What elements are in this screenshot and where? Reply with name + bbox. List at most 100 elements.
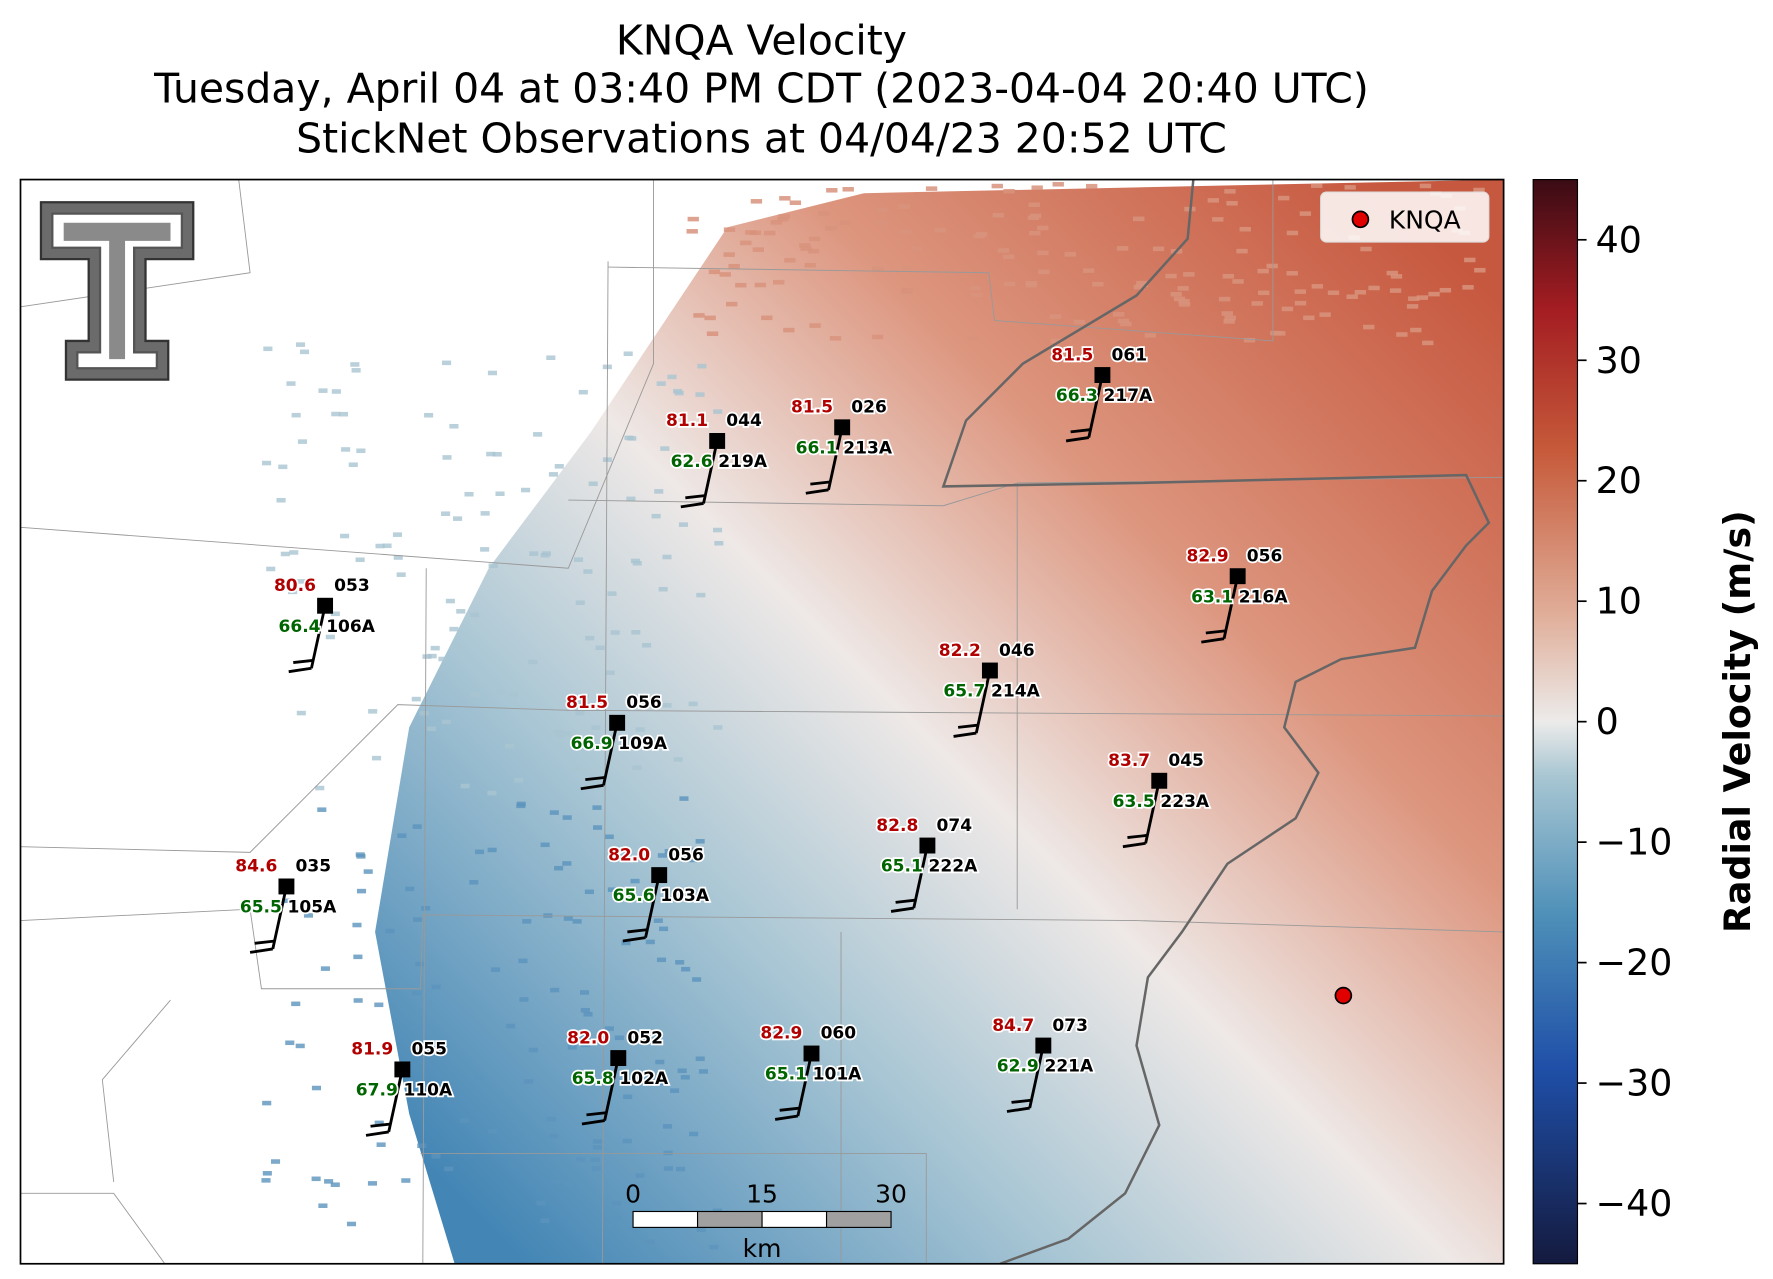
radar-gate bbox=[514, 777, 524, 783]
radar-gate bbox=[412, 990, 422, 996]
radar-gate bbox=[584, 889, 594, 895]
station-wind: 035 bbox=[296, 857, 332, 877]
radar-gate bbox=[804, 262, 816, 268]
radar-gate bbox=[777, 217, 789, 222]
radar-gate bbox=[393, 555, 403, 560]
radar-gate bbox=[351, 368, 361, 373]
radar-gate bbox=[925, 186, 938, 191]
radar-gate bbox=[698, 1069, 709, 1074]
radar-gate bbox=[1173, 296, 1186, 302]
station-temperature: 81.9 bbox=[351, 1040, 393, 1060]
radar-gate bbox=[719, 272, 731, 277]
colorbar-tick-label: −20 bbox=[1596, 941, 1673, 984]
radar-gate bbox=[592, 805, 602, 810]
wind-barb bbox=[585, 775, 606, 782]
radar-gate bbox=[470, 612, 480, 618]
scale-segment bbox=[825, 1210, 892, 1228]
radar-gate bbox=[1165, 273, 1177, 279]
station-id: 105A bbox=[288, 898, 338, 918]
wind-barb-staff bbox=[644, 874, 661, 938]
radar-gate bbox=[1462, 285, 1474, 290]
radar-gate bbox=[1354, 289, 1367, 295]
radar-gate bbox=[340, 533, 350, 539]
radar-gate bbox=[442, 360, 452, 366]
radar-gate bbox=[262, 1171, 272, 1176]
radar-gate bbox=[303, 913, 314, 918]
radar-gate bbox=[385, 928, 395, 934]
radar-gate bbox=[318, 388, 328, 393]
radar-gate bbox=[607, 887, 617, 892]
radar-gate bbox=[675, 960, 685, 965]
radar-gate bbox=[1178, 298, 1190, 304]
station-temperature: 82.9 bbox=[1187, 546, 1229, 566]
radar-gate bbox=[1144, 333, 1156, 338]
wind-barb bbox=[810, 480, 831, 486]
radar-gate bbox=[441, 511, 451, 516]
radar-gate bbox=[1294, 289, 1306, 294]
radar-speckle bbox=[261, 182, 1486, 1250]
station-id: 217A bbox=[1104, 386, 1154, 406]
radar-gate bbox=[266, 566, 276, 572]
radar-gate bbox=[573, 557, 584, 562]
radar-gate bbox=[681, 966, 691, 972]
radar-gate bbox=[546, 355, 556, 360]
radar-gate bbox=[413, 917, 423, 922]
radar-gate bbox=[346, 1221, 357, 1227]
station-temperature: 82.9 bbox=[760, 1024, 802, 1044]
station-marker bbox=[709, 433, 726, 449]
radar-gate bbox=[667, 374, 677, 380]
wind-barb bbox=[890, 906, 914, 913]
radar-gate bbox=[692, 977, 702, 982]
radar-gate bbox=[427, 726, 437, 731]
radar-gate bbox=[631, 630, 641, 635]
station-marker bbox=[981, 662, 998, 679]
radar-gate bbox=[1294, 300, 1307, 306]
radar-gate bbox=[598, 785, 608, 791]
radar-gate bbox=[1092, 281, 1104, 287]
radar-gate bbox=[261, 1178, 271, 1183]
station-id: 213A bbox=[843, 438, 893, 458]
radar-gate bbox=[687, 857, 698, 863]
radar-gate bbox=[1117, 318, 1130, 324]
radar-gate bbox=[714, 540, 724, 546]
radar-gate bbox=[288, 589, 298, 595]
radar-gate bbox=[764, 230, 776, 236]
radar-gate bbox=[604, 1026, 614, 1031]
radar-gate bbox=[632, 560, 642, 566]
scale-tick-label: 0 bbox=[625, 1179, 641, 1208]
radar-gate bbox=[745, 230, 757, 235]
radar-gate bbox=[967, 336, 979, 342]
radar-gate bbox=[376, 1142, 386, 1147]
radar-gate bbox=[291, 412, 301, 418]
radar-gate bbox=[1073, 319, 1085, 325]
radar-gate bbox=[276, 497, 286, 503]
radar-gate bbox=[754, 282, 767, 288]
radar-gate bbox=[442, 455, 452, 460]
radar-gate bbox=[1082, 268, 1095, 273]
radar-gate bbox=[280, 551, 290, 557]
radar-gate bbox=[910, 246, 923, 251]
radar-gate bbox=[1243, 337, 1256, 343]
radar-gate bbox=[392, 532, 403, 537]
station-dewpoint: 65.8 bbox=[572, 1069, 614, 1089]
radar-gate bbox=[572, 919, 582, 924]
station-temperature: 82.0 bbox=[567, 1028, 609, 1048]
colorbar-tick-label: −10 bbox=[1596, 821, 1673, 864]
station-id: 109A bbox=[618, 734, 668, 754]
radar-gate bbox=[415, 961, 425, 967]
wind-barb bbox=[249, 947, 274, 954]
radar-gate bbox=[488, 1128, 498, 1134]
radar-gate bbox=[488, 563, 498, 569]
colorbar-tick-label: 0 bbox=[1596, 700, 1619, 743]
radar-gate bbox=[1278, 195, 1290, 201]
radar-gate bbox=[825, 226, 837, 231]
radar-gate bbox=[1408, 296, 1420, 301]
radar-gate bbox=[770, 219, 783, 225]
radar-gate bbox=[604, 834, 614, 840]
radar-gate bbox=[789, 200, 802, 206]
wind-barb-staff bbox=[387, 1069, 404, 1133]
radar-gate bbox=[635, 1173, 645, 1178]
radar-gate bbox=[607, 1223, 617, 1228]
radar-gate bbox=[431, 1154, 441, 1159]
radar-gate bbox=[460, 1118, 470, 1123]
